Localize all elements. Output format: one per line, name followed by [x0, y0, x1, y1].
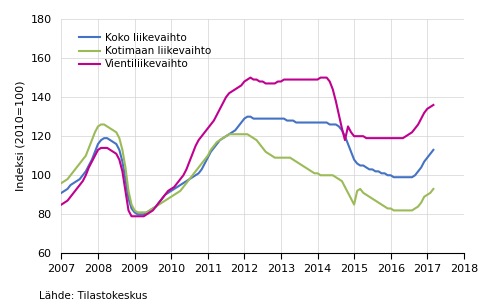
Koko liikevaihto — [95, 142, 101, 146]
Vientiliikevaihto — [366, 136, 372, 140]
Vientiliikevaihto — [101, 146, 107, 150]
Koko liikevaihto — [168, 189, 174, 193]
Vientiliikevaihto — [247, 76, 253, 79]
Koko liikevaihto — [223, 134, 229, 138]
Kotimaan liikevaihto — [171, 193, 177, 197]
Line: Kotimaan liikevaihto: Kotimaan liikevaihto — [62, 124, 433, 212]
Koko liikevaihto — [366, 168, 372, 171]
Koko liikevaihto — [59, 191, 65, 195]
Vientiliikevaihto — [95, 148, 101, 152]
Koko liikevaihto — [245, 115, 250, 119]
Legend: Koko liikevaihto, Kotimaan liikevaihto, Vientiliikevaihto: Koko liikevaihto, Kotimaan liikevaihto, … — [74, 29, 215, 74]
Vientiliikevaihto — [80, 179, 86, 183]
Koko liikevaihto — [101, 136, 107, 140]
Kotimaan liikevaihto — [366, 195, 372, 199]
Vientiliikevaihto — [59, 203, 65, 206]
Vientiliikevaihto — [129, 214, 135, 218]
Kotimaan liikevaihto — [59, 181, 65, 185]
Vientiliikevaihto — [223, 95, 229, 99]
Kotimaan liikevaihto — [430, 187, 436, 191]
Kotimaan liikevaihto — [98, 123, 104, 126]
Kotimaan liikevaihto — [95, 125, 101, 128]
Koko liikevaihto — [135, 212, 141, 216]
Y-axis label: Indeksi (2010=100): Indeksi (2010=100) — [15, 81, 25, 192]
Vientiliikevaihto — [430, 103, 436, 107]
Kotimaan liikevaihto — [80, 158, 86, 161]
Kotimaan liikevaihto — [226, 133, 232, 136]
Koko liikevaihto — [430, 148, 436, 152]
Koko liikevaihto — [80, 173, 86, 177]
Vientiliikevaihto — [168, 187, 174, 191]
Line: Koko liikevaihto: Koko liikevaihto — [62, 117, 433, 214]
Text: Lähde: Tilastokeskus: Lähde: Tilastokeskus — [39, 291, 148, 301]
Kotimaan liikevaihto — [104, 125, 110, 128]
Line: Vientiliikevaihto: Vientiliikevaihto — [62, 78, 433, 216]
Kotimaan liikevaihto — [135, 211, 141, 214]
